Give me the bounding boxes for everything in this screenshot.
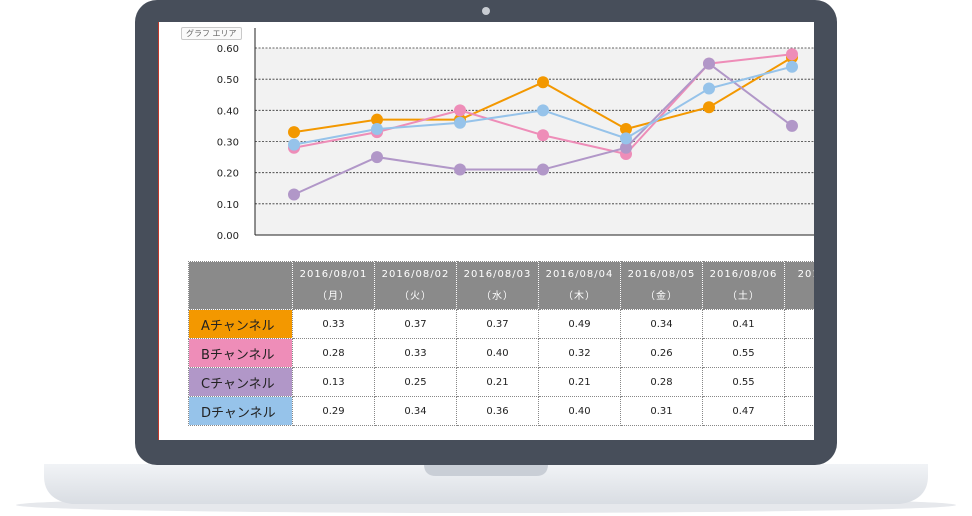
value-cell: 0 (784, 338, 814, 368)
y-tick-label: 0.40 (217, 106, 239, 117)
y-tick-label: 0.20 (217, 169, 239, 180)
value-cell: 0.29 (292, 396, 375, 426)
column-header: 2016/08/01 （月） (292, 261, 375, 310)
column-weekday: （火） (399, 290, 432, 302)
data-table: 2016/08/01 （月） 2016/08/02 （火） 2016/08/03 （水） 2… (188, 261, 814, 426)
data-point (786, 48, 798, 61)
laptop-notch (424, 464, 548, 476)
value-cell: 0.37 (374, 309, 457, 339)
value-cell: 0.34 (620, 309, 703, 339)
graph-area-badge: グラフ エリア (181, 27, 242, 40)
value-cell: 0.28 (292, 338, 375, 368)
y-tick-label: 0.10 (217, 200, 239, 211)
data-point (786, 119, 798, 132)
table-corner-cell (188, 261, 293, 310)
column-weekday: （日） (786, 286, 815, 308)
value-cell: 0.55 (702, 367, 785, 397)
value-cell: 0 (784, 396, 814, 426)
column-date: 2016/08/02 (381, 268, 450, 280)
column-date: 2016/08/03 (463, 268, 532, 280)
column-weekday: （木） (563, 290, 596, 302)
column-date: 2016/08/04 (545, 268, 614, 280)
data-point (703, 57, 715, 70)
value-cell: 0.33 (374, 338, 457, 368)
data-point (454, 163, 466, 176)
series-name-cell: Cチャンネル (188, 367, 293, 397)
data-point (371, 113, 383, 126)
data-point (537, 104, 549, 117)
value-cell: 0.21 (538, 367, 621, 397)
data-point (371, 151, 383, 164)
column-weekday: （月） (317, 290, 350, 302)
column-header: 2016/08/05 （金） (620, 261, 703, 310)
value-cell: 0 (784, 367, 814, 397)
y-tick-label: 0.00 (217, 231, 239, 242)
series-name-cell: Aチャンネル (188, 309, 293, 339)
value-cell: 0.34 (374, 396, 457, 426)
column-header: 2016/08/07 （日） (784, 261, 815, 310)
value-cell: 0.36 (456, 396, 539, 426)
value-cell: 0.25 (374, 367, 457, 397)
column-weekday: （土） (727, 290, 760, 302)
column-header: 2016/08/03 （水） (456, 261, 539, 310)
data-point (288, 188, 300, 201)
column-weekday: （金） (645, 290, 678, 302)
value-cell: 0.13 (292, 367, 375, 397)
value-cell: 0.55 (702, 338, 785, 368)
data-point (371, 123, 383, 136)
data-point (703, 101, 715, 114)
data-point (620, 141, 632, 154)
value-cell: 0.28 (620, 367, 703, 397)
column-date: 2016/08/01 (299, 268, 368, 280)
data-point (537, 129, 549, 142)
data-point (620, 123, 632, 136)
data-point (454, 104, 466, 117)
data-point (537, 163, 549, 176)
value-cell: 0.33 (292, 309, 375, 339)
data-point (786, 60, 798, 73)
value-cell: 0.49 (538, 309, 621, 339)
column-weekday: （水） (481, 290, 514, 302)
y-tick-label: 0.60 (217, 44, 239, 55)
plot-area (255, 48, 814, 235)
data-point (288, 138, 300, 151)
camera-dot (482, 7, 490, 15)
series-name-cell: Dチャンネル (188, 396, 293, 426)
column-header: 2016/08/04 （木） (538, 261, 621, 310)
screen: 0.00 0.10 0.20 0.30 0.40 0.50 0.60 グラフ エリア 201… (158, 22, 814, 440)
value-cell: 0.41 (702, 309, 785, 339)
y-tick-label: 0.50 (217, 75, 239, 86)
data-point (537, 76, 549, 89)
laptop-base (44, 464, 928, 504)
data-point (288, 126, 300, 139)
column-date: 2016/08/07 (797, 268, 814, 280)
value-cell: 0.40 (456, 338, 539, 368)
table-header-row: 2016/08/01 （月） 2016/08/02 （火） 2016/08/03 （水） 2… (188, 261, 815, 310)
value-cell: 0.47 (702, 396, 785, 426)
data-point (703, 82, 715, 95)
data-point (620, 132, 632, 145)
line-chart: 0.00 0.10 0.20 0.30 0.40 0.50 0.60 (217, 28, 814, 242)
data-point (454, 116, 466, 129)
column-date: 2016/08/06 (709, 268, 778, 280)
value-cell: 0.31 (620, 396, 703, 426)
column-date: 2016/08/05 (627, 268, 696, 280)
column-header: 2016/08/02 （火） (374, 261, 457, 310)
value-cell: 0.37 (456, 309, 539, 339)
value-cell: 0.40 (538, 396, 621, 426)
series-name-cell: Bチャンネル (188, 338, 293, 368)
value-cell: 0.32 (538, 338, 621, 368)
column-header: 2016/08/06 （土） (702, 261, 785, 310)
y-tick-label: 0.30 (217, 138, 239, 149)
value-cell: 0.26 (620, 338, 703, 368)
value-cell: 0 (784, 309, 814, 339)
value-cell: 0.21 (456, 367, 539, 397)
